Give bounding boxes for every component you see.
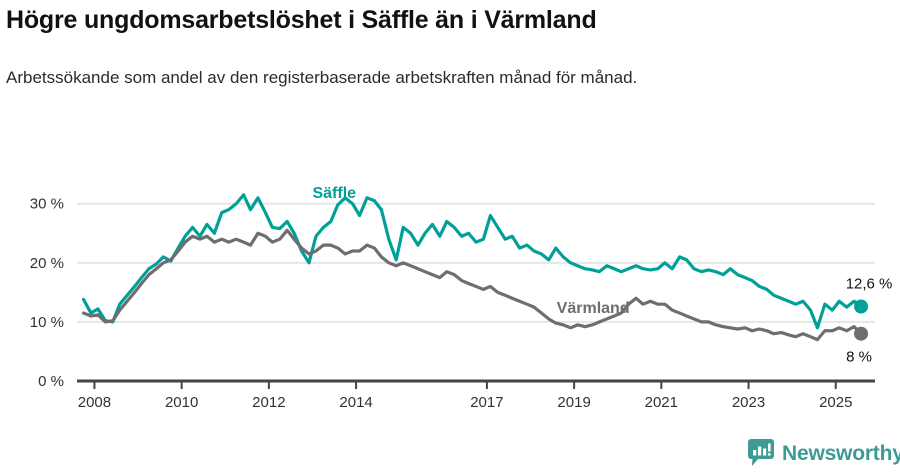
series-endpoint-vrmland [854, 326, 869, 341]
page-title: Högre ungdomsarbetslöshet i Säffle än i … [6, 6, 597, 34]
x-axis-tick-label: 2017 [470, 394, 503, 411]
x-axis-tick-label: 2008 [78, 394, 111, 411]
series-label-vrmland: Värmland [557, 300, 630, 317]
x-axis-tick-label: 2023 [732, 394, 765, 411]
x-axis-tick-label: 2021 [645, 394, 678, 411]
series-line-sffle [81, 193, 863, 330]
y-axis-tick-label: 20 % [30, 255, 64, 272]
newsworthy-logo[interactable]: Newsworthy [748, 439, 900, 467]
x-axis-tick-label: 2019 [557, 394, 590, 411]
y-axis-tick-label: 10 % [30, 314, 64, 331]
varmland-end-value-label: 8 % [846, 349, 872, 366]
chart-subtitle: Arbetssökande som andel av den registerb… [6, 68, 638, 87]
newsworthy-wordmark: Newsworthy [782, 441, 900, 465]
series-label-sffle: Säffle [312, 185, 356, 202]
newsworthy-mark-icon [748, 439, 774, 466]
x-axis-tick-label: 2025 [819, 394, 852, 411]
saffle-end-value-label: 12,6 % [846, 276, 893, 293]
y-axis-tick-label: 30 % [30, 196, 64, 213]
series-endpoint-sffle [854, 299, 869, 314]
series-line-vrmland [81, 228, 863, 342]
x-axis-tick-label: 2014 [339, 394, 372, 411]
y-axis-tick-label: 0 % [38, 373, 64, 390]
x-axis-tick-label: 2010 [165, 394, 198, 411]
x-axis-tick-label: 2012 [252, 394, 285, 411]
